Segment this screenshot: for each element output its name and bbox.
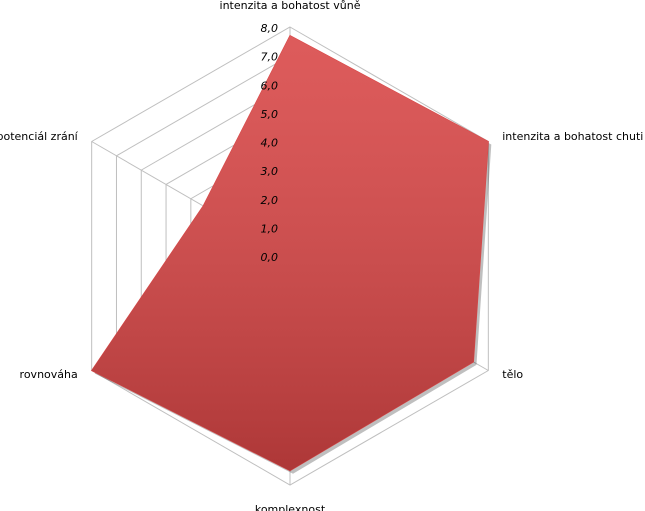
area-shade <box>91 35 489 471</box>
category-label: intenzita a bohatost vůně <box>220 0 361 12</box>
category-label: intenzita a bohatost chuti <box>502 130 643 143</box>
r-tick-label: 2,0 <box>261 194 279 207</box>
r-tick-label: 5,0 <box>261 108 279 121</box>
r-tick-label: 7,0 <box>261 51 279 64</box>
r-tick-label: 0,0 <box>261 251 279 264</box>
marks <box>90 34 492 474</box>
category-label: potenciál zrání <box>0 130 79 143</box>
r-tick-label: 1,0 <box>261 222 279 235</box>
category-label: tělo <box>502 368 523 381</box>
r-tick-label: 8,0 <box>261 22 279 35</box>
r-tick-label: 3,0 <box>261 165 279 178</box>
category-label: rovnováha <box>20 368 78 381</box>
r-tick-label: 6,0 <box>261 79 279 92</box>
r-tick-label: 4,0 <box>261 137 279 150</box>
category-label: komplexnost <box>255 503 326 511</box>
